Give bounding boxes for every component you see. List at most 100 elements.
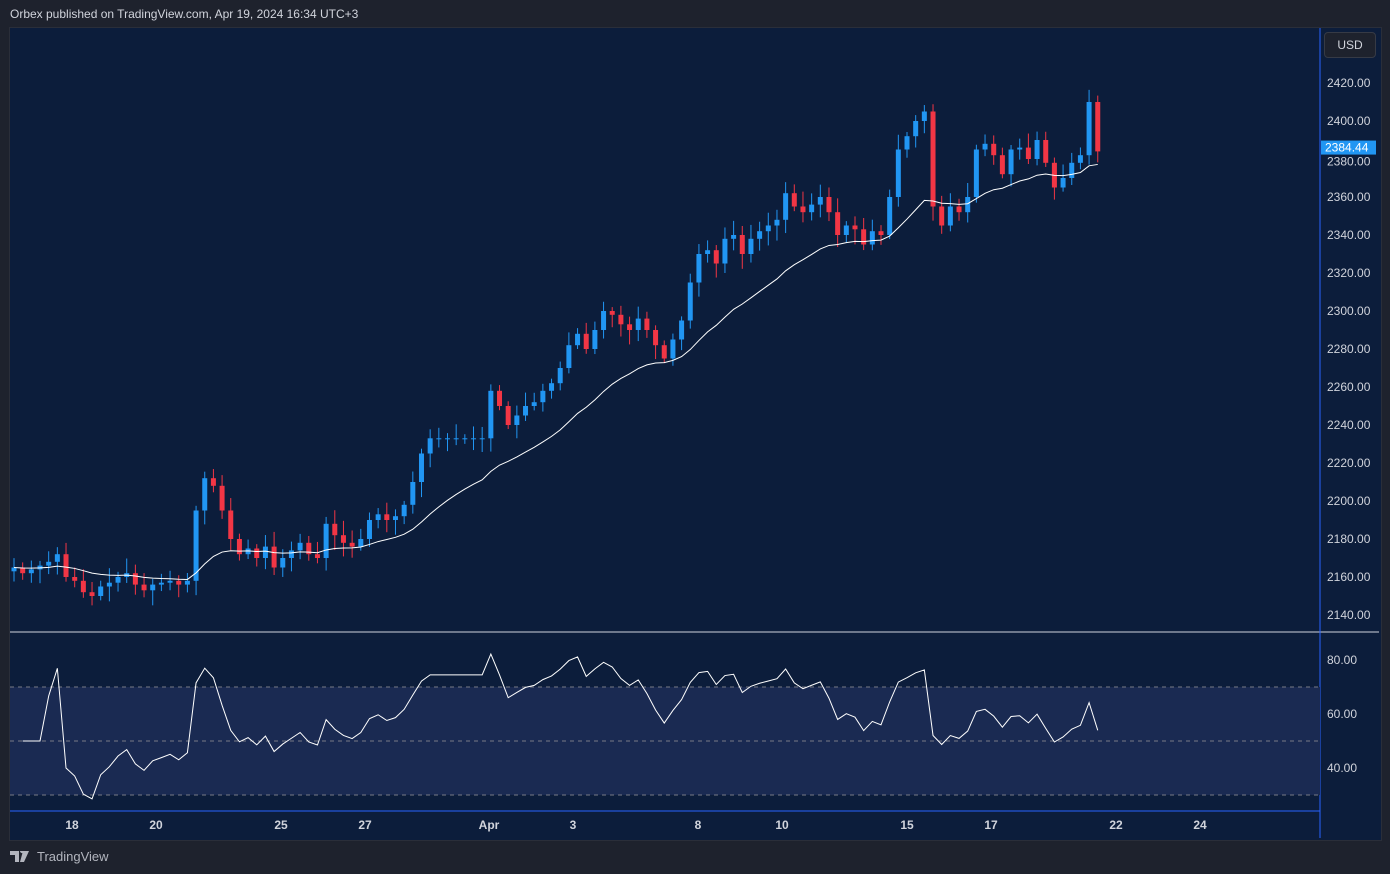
price-tick-label: 2260.00 [1327,380,1371,394]
candle-body [531,402,537,406]
candle-body [549,383,555,391]
candle-body [89,592,95,596]
candle-body [540,390,546,403]
price-tick-label: 2360.00 [1327,190,1371,204]
candle-body [765,225,771,232]
candle-body [627,324,633,330]
price-tick-label: 2160.00 [1327,570,1371,584]
candle-body [696,254,702,283]
candle-body [947,206,953,226]
candle-body [1017,147,1023,150]
time-tick-label: 8 [695,818,702,832]
candle-body [1086,102,1092,156]
candle-body [583,333,589,349]
price-tick-label: 2300.00 [1327,304,1371,318]
candle-body [852,225,858,230]
candle-body [826,197,832,213]
candle-body [869,231,875,245]
price-tick-label: 2340.00 [1327,228,1371,242]
candle-body [1077,155,1083,163]
candle-body [722,238,728,264]
candle-body [254,548,260,558]
time-tick-label: 20 [149,818,163,832]
candle-body [418,453,424,482]
candle-body [939,206,945,226]
candle-body [202,478,208,511]
candle-body [653,330,659,346]
candle-body [783,193,789,220]
candle-body [618,314,624,325]
candle-body [236,539,242,555]
candle-body [167,580,173,583]
candle-body [63,554,69,577]
candle-body [1095,102,1101,152]
candle-body [1008,149,1014,175]
candle-body [72,577,78,581]
candle-body [592,330,598,349]
candle-body [774,219,780,226]
time-tick-label: 27 [358,818,372,832]
candle-body [271,546,277,568]
candle-body [306,542,312,555]
candle-body [921,111,927,121]
rsi-tick-label: 60.00 [1327,707,1357,721]
candle-body [705,250,711,254]
candle-body [132,573,138,585]
candle-body [366,520,372,539]
candle-body [514,415,520,425]
candle-body [679,320,685,340]
candle-body [791,193,797,207]
candle-body [505,406,511,425]
moving-average-line [13,163,1098,580]
candle-body [739,235,745,254]
candle-body [141,584,147,591]
candle-body [713,250,719,264]
candle-body [184,580,190,585]
candle-body [340,535,346,543]
candle-body [557,368,563,384]
candle-body [28,569,34,574]
candle-body [887,197,893,235]
candle-body [288,550,294,558]
candle-body [930,111,936,207]
candle-body [644,318,650,330]
candle-body [219,485,225,511]
candle-body [661,345,667,359]
candle-body [297,542,303,551]
candle-body [991,143,997,156]
candle-body [1043,140,1049,163]
candle-body [453,438,459,440]
currency-button[interactable]: USD [1324,32,1376,58]
candle-body [410,482,416,505]
candle-body [332,523,338,536]
candle-body [878,231,884,235]
candle-body [731,235,737,239]
price-tick-label: 2220.00 [1327,456,1371,470]
candle-body [817,197,823,205]
candle-body [895,149,901,197]
last-price-badge [1321,140,1376,155]
candle-body [1034,140,1040,159]
time-tick-label: 25 [274,818,288,832]
candle-body [46,561,52,566]
candle-body [323,523,329,558]
rsi-line [22,652,1099,800]
time-tick-label: Apr [479,818,500,832]
candle-body [1060,178,1066,188]
tradingview-logo[interactable]: TradingView [10,849,109,864]
candle-body [115,577,121,583]
candle-body [904,136,910,150]
candle-body [965,197,971,213]
candle-body [601,311,607,330]
last-price-label: 2384.44 [1325,141,1369,155]
price-tick-label: 2320.00 [1327,266,1371,280]
candle-body [401,504,407,517]
candle-body [471,438,477,440]
time-tick-label: 17 [984,818,998,832]
candle-body [427,438,433,454]
candle-body [809,204,815,213]
tradingview-logo-icon [10,850,29,862]
candle-body [375,514,381,520]
candle-body [11,567,17,572]
